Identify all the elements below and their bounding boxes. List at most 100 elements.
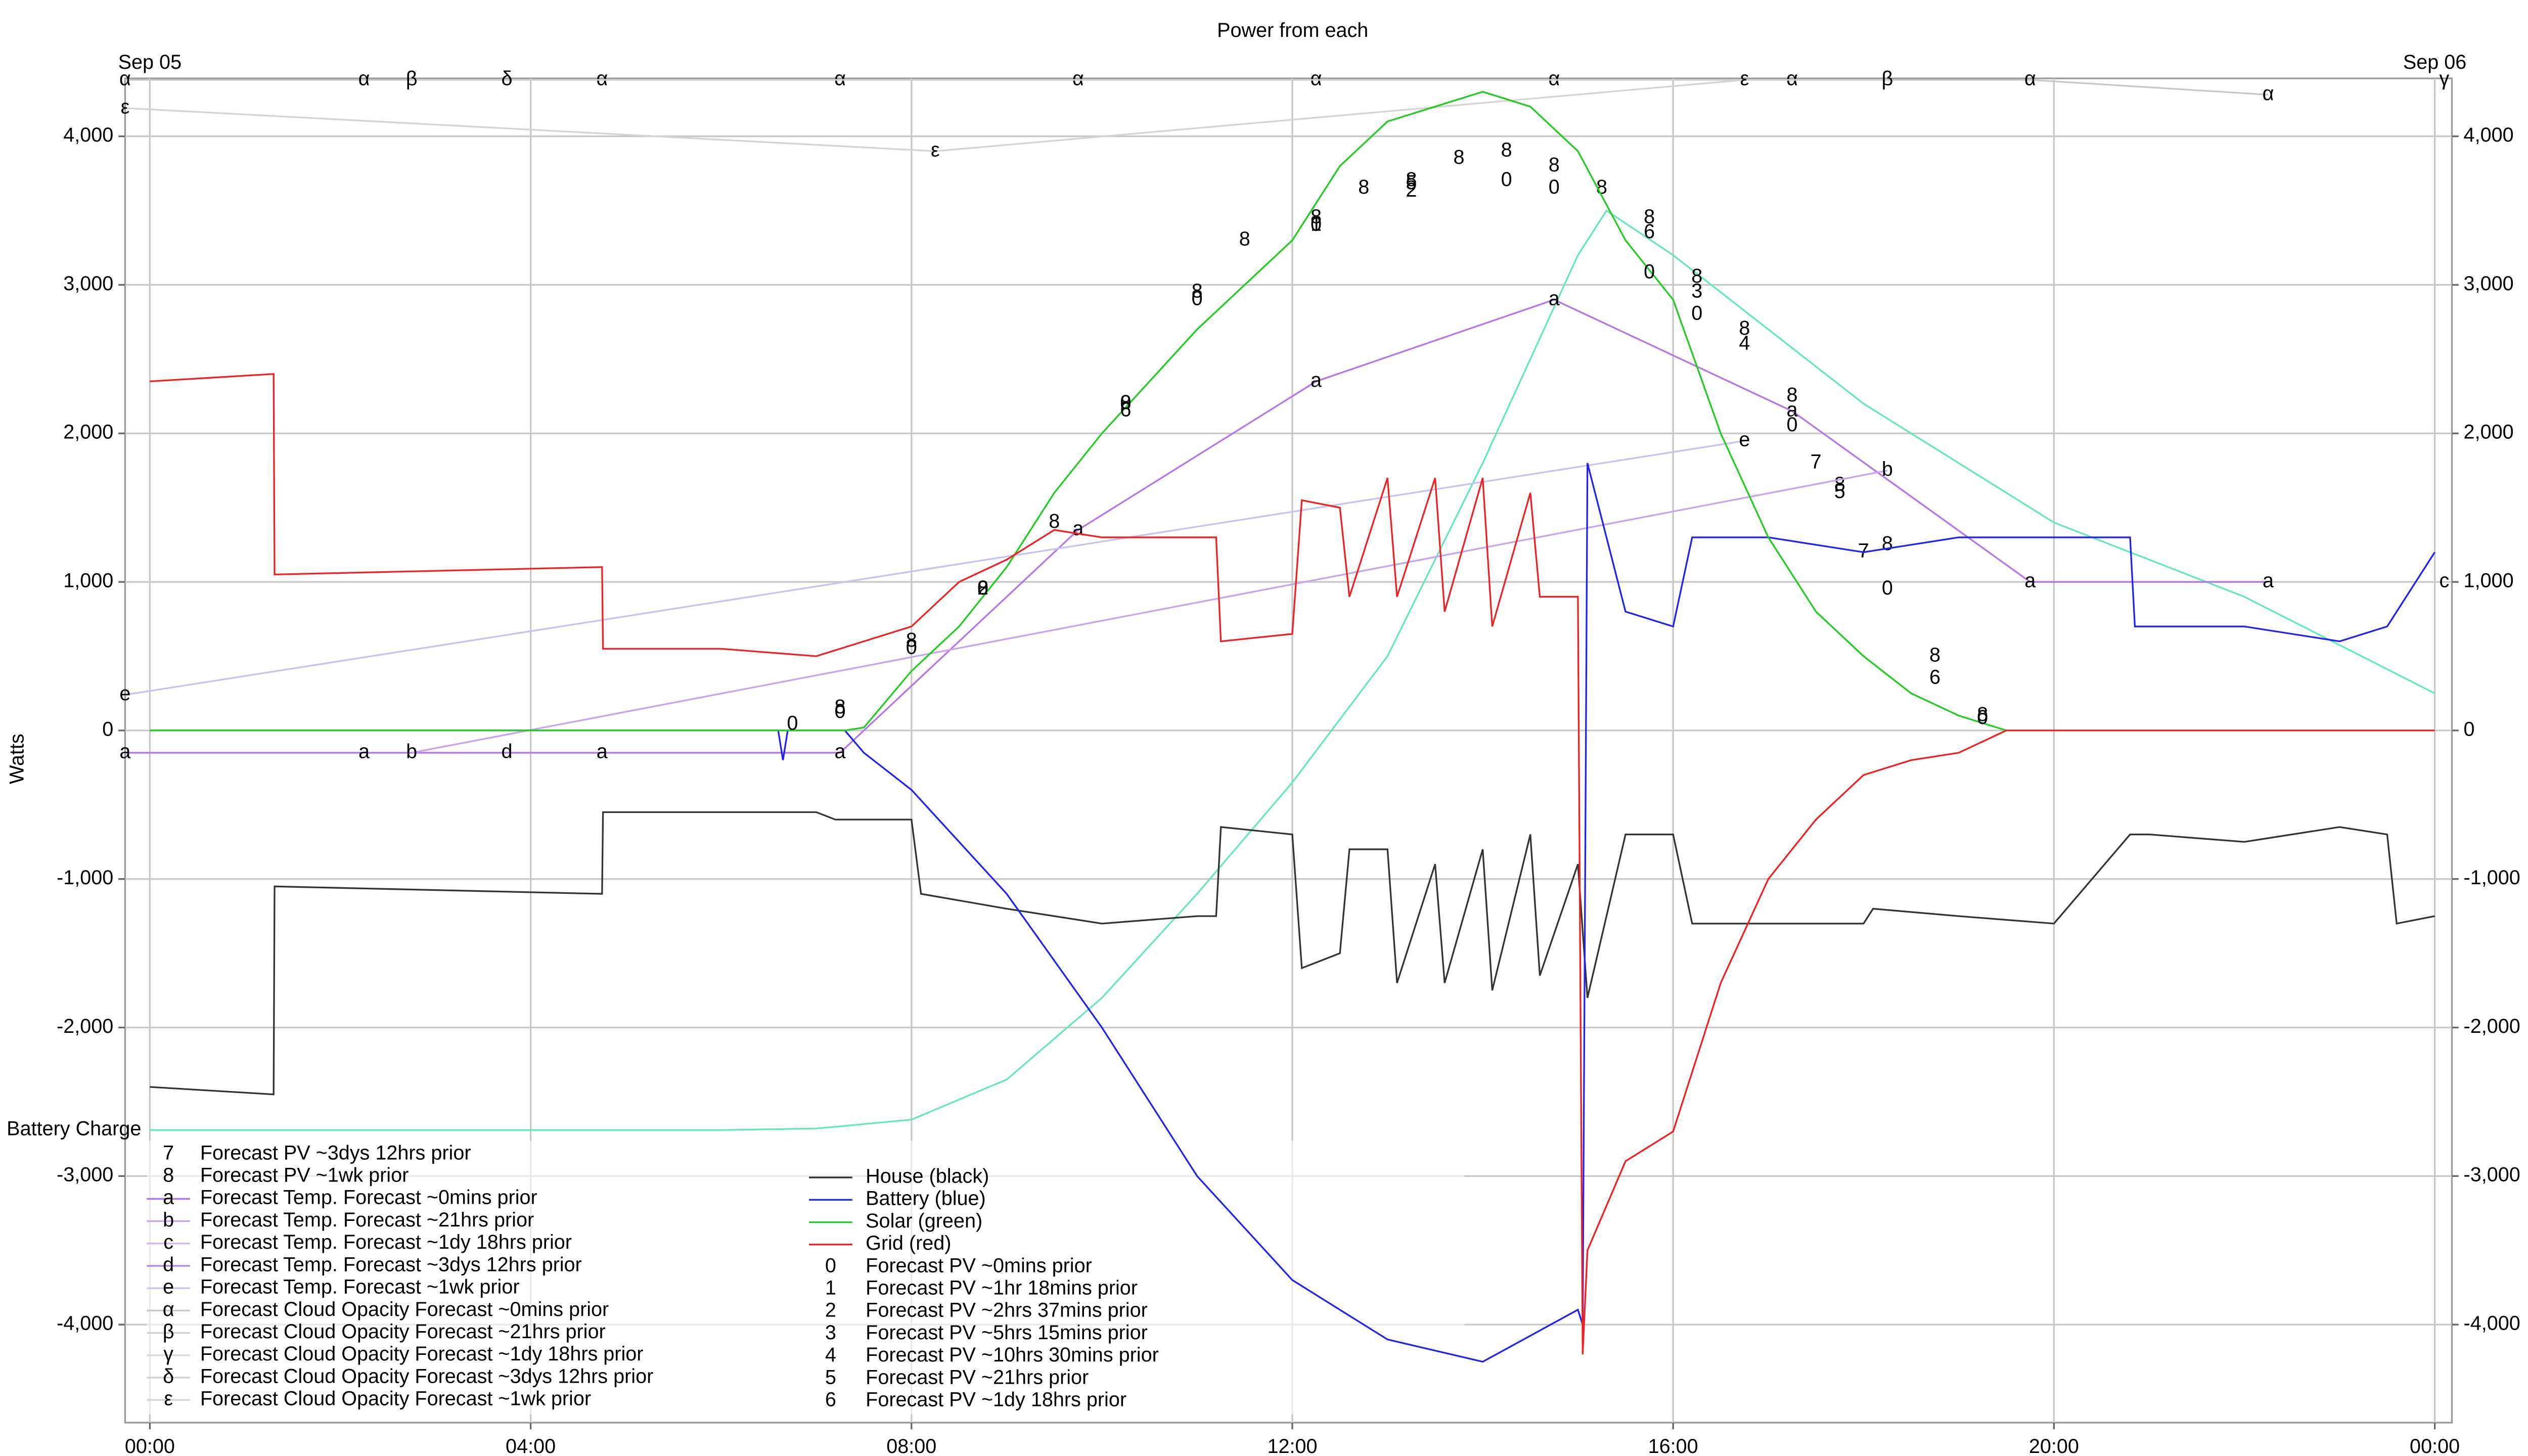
legend-symbol: d <box>163 1253 174 1276</box>
legend-symbol: 7 <box>163 1142 174 1164</box>
series-marker: 8 <box>1739 317 1750 339</box>
y2-tick-label: -4,000 <box>2464 1312 2520 1335</box>
series-marker: a <box>119 740 131 762</box>
series-marker: α <box>834 67 846 89</box>
series-marker: α <box>2024 67 2036 89</box>
legend-symbol: 2 <box>825 1299 836 1322</box>
series-marker: 0 <box>906 636 917 659</box>
legend-symbol: ε <box>164 1388 173 1410</box>
series-marker: α <box>358 67 370 89</box>
legend-symbol: 5 <box>825 1366 836 1388</box>
y2-tick-label: -2,000 <box>2464 1015 2520 1037</box>
plot-frame <box>124 77 2453 1424</box>
series-marker: 8 <box>1596 176 1607 198</box>
legend-label: Forecast Temp. Forecast ~1wk prior <box>200 1276 520 1298</box>
series-marker: a <box>2263 570 2274 592</box>
series-marker: 0 <box>1311 213 1322 235</box>
y2-tick-label: 4,000 <box>2464 124 2514 146</box>
legend-symbol: a <box>163 1187 174 1209</box>
series-marker: α <box>2263 82 2274 105</box>
y-axis-label: Watts <box>6 734 28 784</box>
series-marker: 0 <box>1977 706 1988 729</box>
series-marker: 7 <box>1858 540 1869 562</box>
y-tick-label: -1,000 <box>57 867 113 889</box>
series-marker: 0 <box>1192 287 1203 309</box>
y-tick-label: 1,000 <box>63 570 113 592</box>
legend-label: Forecast PV ~1hr 18mins prior <box>866 1277 1138 1299</box>
legend-label: Forecast PV ~3dys 12hrs prior <box>200 1142 471 1164</box>
legend-label: Forecast Temp. Forecast ~3dys 12hrs prio… <box>200 1253 582 1276</box>
legend-symbol: 6 <box>825 1389 836 1411</box>
legend-symbol: 0 <box>825 1254 836 1277</box>
series-marker: 8 <box>1501 139 1512 161</box>
series-marker: a <box>358 740 370 762</box>
series-marker: a <box>835 740 846 762</box>
series-marker: α <box>1072 67 1084 89</box>
series-marker: 5 <box>1406 171 1417 194</box>
series-marker: 8 <box>1049 510 1060 532</box>
series-marker: 0 <box>1120 391 1131 414</box>
series-marker: 0 <box>835 700 846 722</box>
series-marker: 0 <box>1501 168 1512 191</box>
series-marker: α <box>119 67 131 89</box>
series-marker: γ <box>2440 67 2450 89</box>
series-marker: 8 <box>1311 206 1322 228</box>
series-marker: a <box>2024 570 2036 592</box>
series-line <box>150 373 2435 1354</box>
y-tick-label: 0 <box>102 718 113 740</box>
series-marker: 0 <box>1691 302 1702 325</box>
y-tick-label: 2,000 <box>63 421 113 443</box>
series-marker: 8 <box>1644 206 1655 228</box>
legend-symbol: 1 <box>825 1277 836 1299</box>
legend-symbol: c <box>163 1231 173 1253</box>
series-marker: 6 <box>1929 666 1940 688</box>
series-marker: 0 <box>977 577 988 599</box>
series-marker: e <box>119 682 130 705</box>
series-marker: 8 <box>1977 703 1988 725</box>
legend-symbol: α <box>163 1298 174 1321</box>
series-marker: 0 <box>1787 414 1798 436</box>
battery-charge-label: Battery Charge <box>7 1118 141 1140</box>
chart-title: Power from each <box>1217 19 1368 41</box>
series-marker: α <box>1311 67 1322 89</box>
date-label: Sep 05 <box>118 51 182 73</box>
legend-label: Forecast Temp. Forecast ~1dy 18hrs prior <box>200 1231 572 1253</box>
y2-tick-label: 2,000 <box>2464 421 2514 443</box>
y-tick-label: -3,000 <box>57 1164 113 1186</box>
series-marker: b <box>1882 458 1893 480</box>
legend-label: Forecast PV ~0mins prior <box>866 1254 1092 1277</box>
series-marker: 0 <box>787 712 798 735</box>
series-marker: 8 <box>1787 384 1798 406</box>
x-tick-label: 16:00 <box>1648 1435 1698 1456</box>
series-marker: β <box>1881 67 1893 89</box>
series-marker: 8 <box>1358 176 1369 198</box>
legend-label: Forecast Cloud Opacity Forecast ~3dys 12… <box>200 1365 653 1387</box>
legend-label: Forecast Temp. Forecast ~0mins prior <box>200 1187 537 1209</box>
legend-label: Forecast PV ~1wk prior <box>200 1164 409 1187</box>
series-marker: b <box>406 740 417 762</box>
legend-label: Forecast PV ~1dy 18hrs prior <box>866 1389 1126 1411</box>
series-line <box>150 811 2435 1096</box>
legend-label: Grid (red) <box>866 1232 951 1254</box>
legend-symbol: δ <box>163 1365 174 1387</box>
series-line <box>125 440 1745 696</box>
series-marker: α <box>1786 67 1798 89</box>
y-tick-label: -4,000 <box>57 1312 113 1335</box>
series-marker: 8 <box>906 629 917 651</box>
legend-background <box>147 1141 1465 1415</box>
legend-label: Forecast Temp. Forecast ~21hrs prior <box>200 1209 534 1231</box>
series-marker: 2 <box>1406 179 1417 201</box>
series-marker: 6 <box>1120 399 1131 421</box>
series-marker: 1 <box>1311 213 1322 235</box>
series-marker: 2 <box>977 577 988 599</box>
series-marker: ε <box>931 139 940 161</box>
series-marker: 4 <box>1739 332 1750 354</box>
x-tick-label: 04:00 <box>506 1435 556 1456</box>
series-marker: a <box>1072 518 1084 540</box>
series-marker: ε <box>1740 67 1749 89</box>
y2-tick-label: -3,000 <box>2464 1164 2520 1186</box>
legend-label: Forecast PV ~5hrs 15mins prior <box>866 1322 1148 1344</box>
y2-tick-label: -1,000 <box>2464 867 2520 889</box>
legend-label: Battery (blue) <box>866 1188 986 1210</box>
series-marker: 8 <box>1239 228 1250 250</box>
